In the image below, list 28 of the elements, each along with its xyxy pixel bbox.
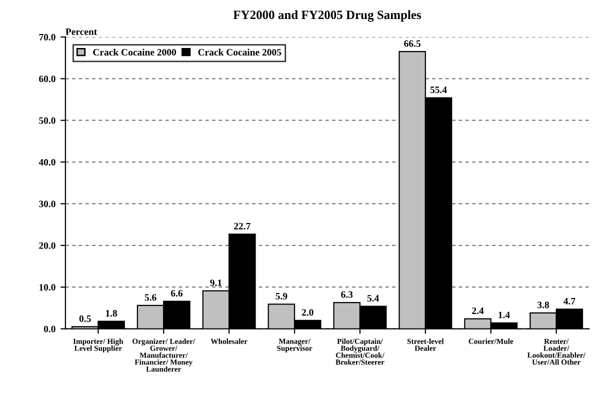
legend-label: Crack Cocaine 2000 — [93, 48, 176, 56]
chart-title: FY2000 and FY2005 Drug Samples — [233, 10, 422, 22]
data-label: 0.5 — [79, 315, 91, 322]
y-tick-label: 30.0 — [39, 200, 56, 208]
data-label: 4.7 — [563, 298, 576, 304]
data-label: 1.4 — [498, 312, 510, 318]
data-label: 1.8 — [106, 310, 118, 317]
data-label: 6.6 — [170, 290, 183, 297]
data-label: 5.9 — [276, 292, 288, 300]
data-label: 22.7 — [234, 222, 250, 230]
y-axis-title: Percent — [66, 28, 98, 36]
y-tick-label: 60.0 — [39, 76, 56, 82]
data-label: 66.5 — [404, 40, 420, 47]
data-label: 5.4 — [367, 295, 379, 302]
y-tick-label: 20.0 — [39, 242, 56, 249]
y-tick-label: 40.0 — [38, 158, 56, 166]
data-label: 9.1 — [210, 280, 222, 286]
y-tick-label: 10.0 — [39, 284, 56, 291]
y-tick-label: 50.0 — [39, 117, 56, 124]
data-label: 5.6 — [144, 294, 156, 301]
legend-label: Crack Cocaine 2005 — [198, 48, 282, 56]
data-label: 2.4 — [472, 308, 484, 314]
data-label: 3.8 — [538, 302, 549, 308]
data-label: 6.3 — [341, 291, 353, 298]
y-tick-label: 70.0 — [39, 34, 56, 40]
data-label: 55.4 — [430, 86, 447, 94]
y-tick-label: 0.0 — [44, 326, 56, 332]
data-label: 2.0 — [302, 309, 314, 316]
